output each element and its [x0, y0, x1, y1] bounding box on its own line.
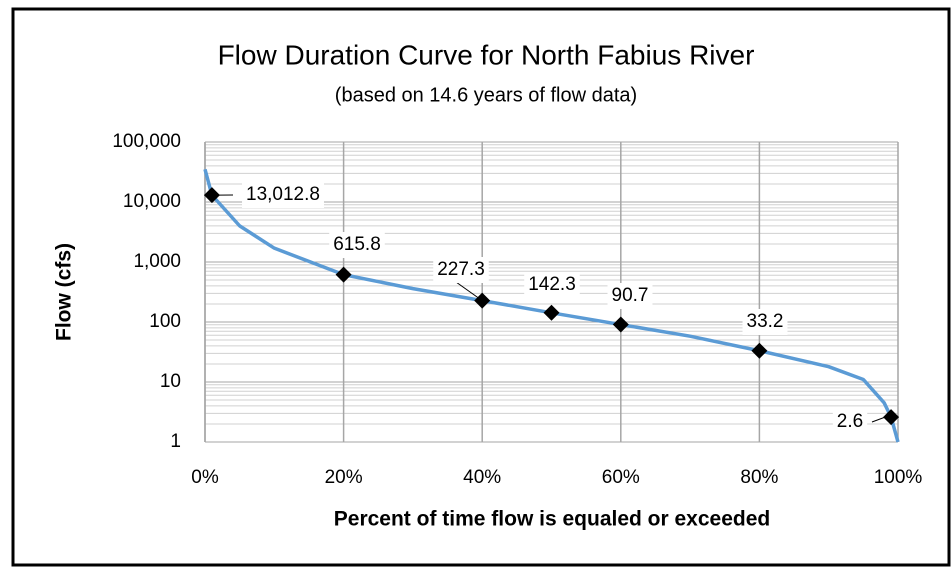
x-tick-label: 40%: [463, 467, 501, 488]
data-label: 615.8: [333, 234, 381, 255]
x-tick-label: 0%: [191, 467, 219, 488]
y-tick-label: 100: [149, 311, 181, 332]
chart-title: Flow Duration Curve for North Fabius Riv…: [218, 39, 755, 70]
data-point: [474, 292, 491, 309]
data-label: 2.6: [837, 411, 863, 432]
y-tick-label: 1: [170, 431, 181, 452]
data-label-bg: [433, 257, 489, 283]
data-point: [203, 187, 220, 204]
data-label-bg: [742, 309, 788, 335]
data-label-bg: [329, 232, 385, 258]
x-tick-label: 60%: [602, 467, 640, 488]
data-label: 90.7: [612, 285, 649, 306]
data-point: [335, 266, 352, 283]
flow-curve: [203, 168, 900, 443]
x-tick-label: 100%: [874, 467, 923, 488]
data-label-bg: [607, 283, 653, 309]
chart-frame: [11, 7, 951, 567]
y-tick-label: 10,000: [123, 191, 181, 212]
y-tick-label: 1,000: [133, 251, 181, 272]
data-label: 13,012.8: [246, 184, 320, 205]
data-label: 142.3: [528, 274, 576, 295]
data-label: 227.3: [437, 259, 485, 280]
data-label: 33.2: [747, 311, 784, 332]
x-axis-label: Percent of time flow is equaled or excee…: [334, 508, 770, 531]
y-tick-label: 10: [160, 371, 181, 392]
chart-subtitle: (based on 14.6 years of flow data): [335, 84, 637, 106]
x-tick-label: 80%: [740, 467, 778, 488]
data-point: [543, 304, 560, 321]
data-label-bg: [242, 182, 324, 208]
data-label-bg: [832, 409, 868, 435]
data-point: [751, 342, 768, 359]
x-tick-label: 20%: [325, 467, 363, 488]
y-tick-label: 100,000: [112, 131, 181, 152]
leader-line: [871, 416, 886, 423]
y-axis-label: Flow (cfs): [53, 243, 76, 341]
data-label-bg: [524, 272, 580, 298]
data-point: [612, 316, 629, 333]
data-point: [883, 409, 900, 426]
